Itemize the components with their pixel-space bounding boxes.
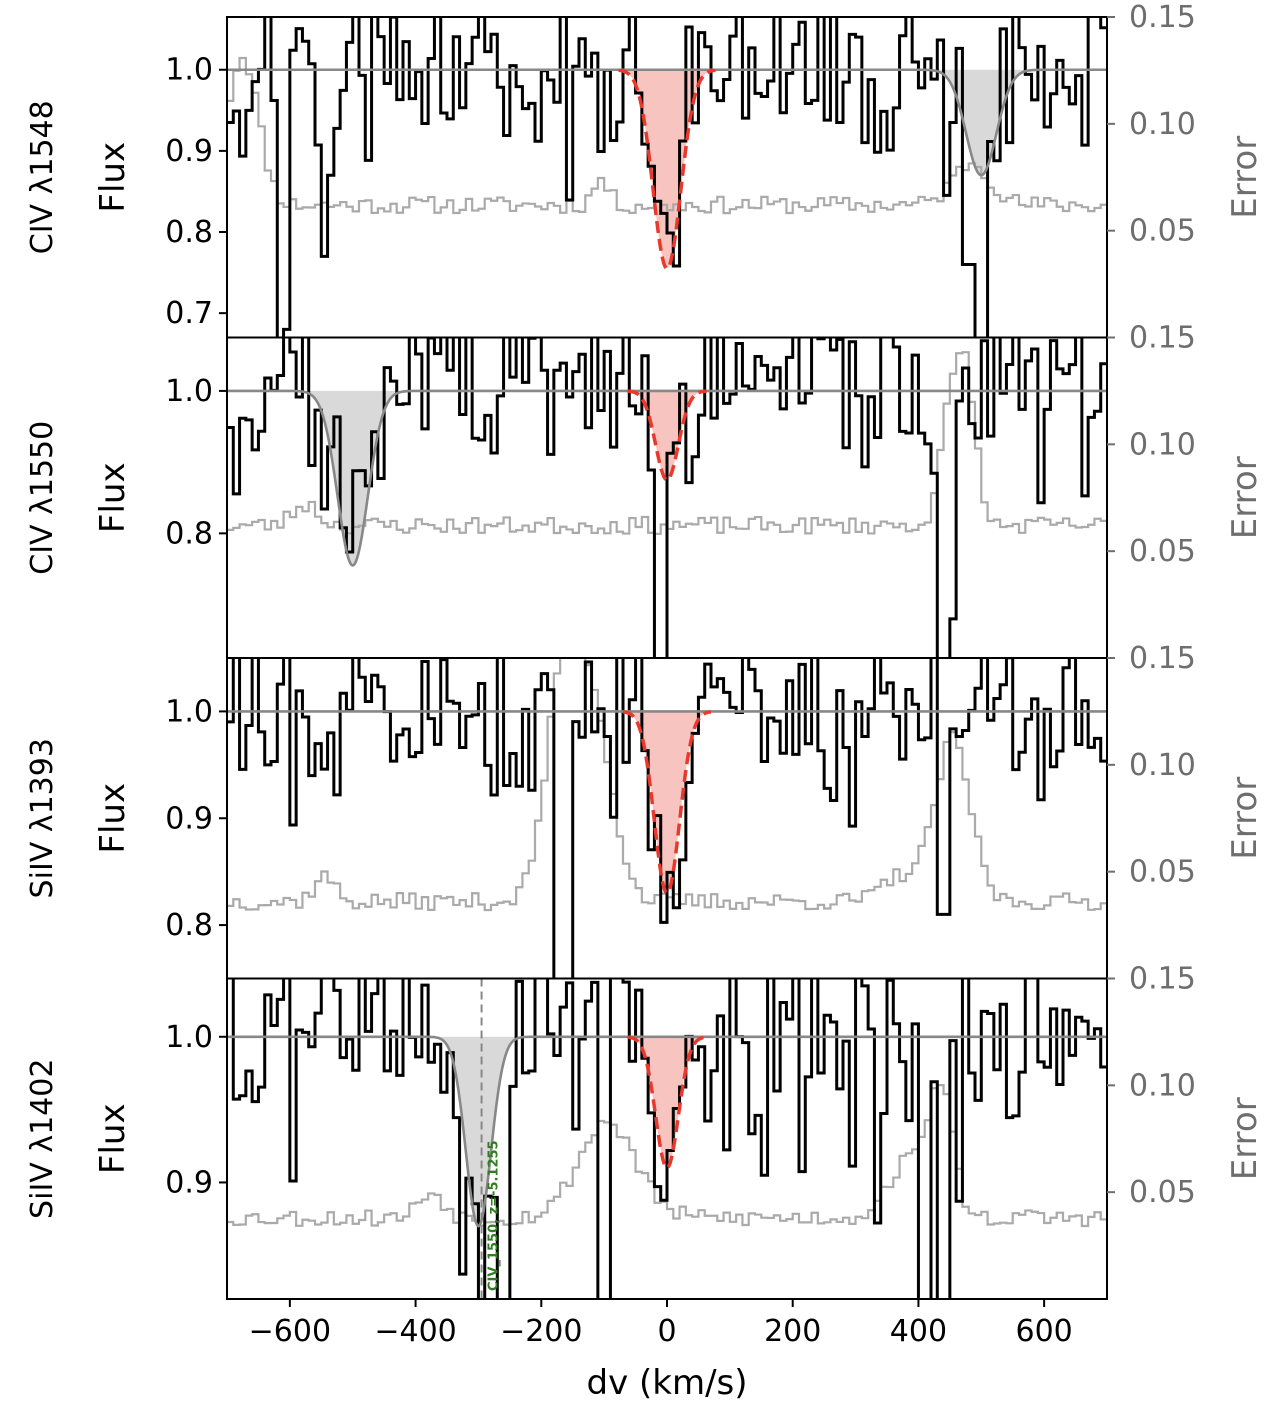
flux-axis-label: Flux — [93, 462, 133, 533]
error-tick-label: 0.10 — [1129, 1068, 1196, 1103]
flux-axis-label: Flux — [93, 1103, 133, 1174]
x-tick-label: −600 — [249, 1314, 331, 1349]
panel-2: 0.8 1.0 0.05 0.10 0.15 Flux CIV λ1550 Error — [25, 321, 1265, 659]
panel-2-plot-area — [227, 337, 1107, 658]
continuum-model-line — [227, 68, 1107, 177]
error-tick-label: 0.05 — [1129, 534, 1196, 569]
y-tick-label: 0.9 — [165, 1165, 213, 1200]
error-spectrum — [227, 56, 1107, 215]
flux-spectrum — [227, 17, 1107, 338]
error-axis-label: Error — [1225, 136, 1265, 219]
blend-marker-label: CIV_1550, z=-5.1255 — [487, 1140, 502, 1291]
panel-4: CIV_1550, z=-5.1255 0.9 1.0 0.05 0.10 0.15 Flu… — [25, 962, 1265, 1300]
error-tick-label: 0.05 — [1129, 1175, 1196, 1210]
error-spectrum — [227, 1084, 1107, 1228]
panel-1: 0.7 0.8 0.9 1.0 0.05 0.10 0.15 Flux CIV λ1548 Err… — [25, 0, 1265, 339]
error-tick-label: 0.10 — [1129, 748, 1196, 783]
x-tick-label: −400 — [374, 1314, 456, 1349]
error-axis-label: Error — [1225, 456, 1265, 539]
error-tick-label: 0.10 — [1129, 427, 1196, 462]
y-tick-label: 0.8 — [165, 215, 213, 250]
primary-model-fit — [622, 710, 712, 896]
ion-label: CIV λ1548 — [25, 100, 60, 254]
x-tick-label: 400 — [890, 1314, 947, 1349]
x-tick-label: 0 — [657, 1314, 676, 1349]
y-tick-label: 1.0 — [165, 694, 213, 729]
panel-4-plot-area: CIV_1550, z=-5.1255 — [227, 978, 1107, 1299]
primary-absorption-fill — [626, 711, 708, 894]
x-tick-label: −200 — [500, 1314, 582, 1349]
error-axis-label: Error — [1225, 777, 1265, 860]
error-tick-label: 0.05 — [1129, 214, 1196, 249]
panels-layer: 0.7 0.8 0.9 1.0 0.05 0.10 0.15 Flux CIV λ1548 Err… — [25, 0, 1265, 1300]
y-tick-label: 1.0 — [165, 374, 213, 409]
flux-spectrum — [227, 658, 1107, 979]
x-tick-label: 200 — [764, 1314, 821, 1349]
error-tick-label: 0.15 — [1129, 321, 1196, 356]
y-tick-label: 0.8 — [165, 516, 213, 551]
continuum-model-line — [227, 1035, 1107, 1228]
error-tick-label: 0.15 — [1129, 641, 1196, 676]
flux-axis-label: Flux — [93, 783, 133, 854]
error-tick-label: 0.05 — [1129, 855, 1196, 890]
x-tick-label: 600 — [1016, 1314, 1073, 1349]
panel-3: 0.8 0.9 1.0 0.05 0.10 0.15 Flux SiIV λ1393 Error — [25, 641, 1265, 980]
primary-model-fit — [618, 68, 716, 271]
panel-1-plot-area — [227, 17, 1107, 338]
error-axis-label: Error — [1225, 1097, 1265, 1180]
error-tick-label: 0.15 — [1129, 0, 1196, 35]
y-tick-label: 0.8 — [165, 908, 213, 943]
y-tick-label: 0.9 — [165, 801, 213, 836]
y-tick-label: 1.0 — [165, 1020, 213, 1055]
flux-spectrum — [227, 337, 1107, 658]
y-tick-label: 1.0 — [165, 53, 213, 88]
error-tick-label: 0.15 — [1129, 962, 1196, 997]
x-axis: −600 −400 −200 0 200 400 600 — [249, 1299, 1073, 1349]
ion-label: CIV λ1550 — [25, 421, 60, 575]
ion-label: SiIV λ1402 — [25, 1059, 60, 1219]
continuum-model-line — [227, 389, 1107, 567]
panel-3-plot-area — [227, 658, 1107, 979]
x-axis-label: dv (km/s) — [586, 1363, 747, 1403]
error-tick-label: 0.10 — [1129, 107, 1196, 142]
y-tick-label: 0.7 — [165, 296, 213, 331]
blend-absorption-fill — [933, 69, 1030, 176]
flux-spectrum — [231, 978, 1107, 1299]
y-tick-label: 0.9 — [165, 134, 213, 169]
flux-axis-label: Flux — [93, 142, 133, 213]
ion-label: SiIV λ1393 — [25, 738, 60, 898]
blend-absorption-fill — [438, 1036, 519, 1227]
primary-model-fit — [627, 389, 707, 482]
